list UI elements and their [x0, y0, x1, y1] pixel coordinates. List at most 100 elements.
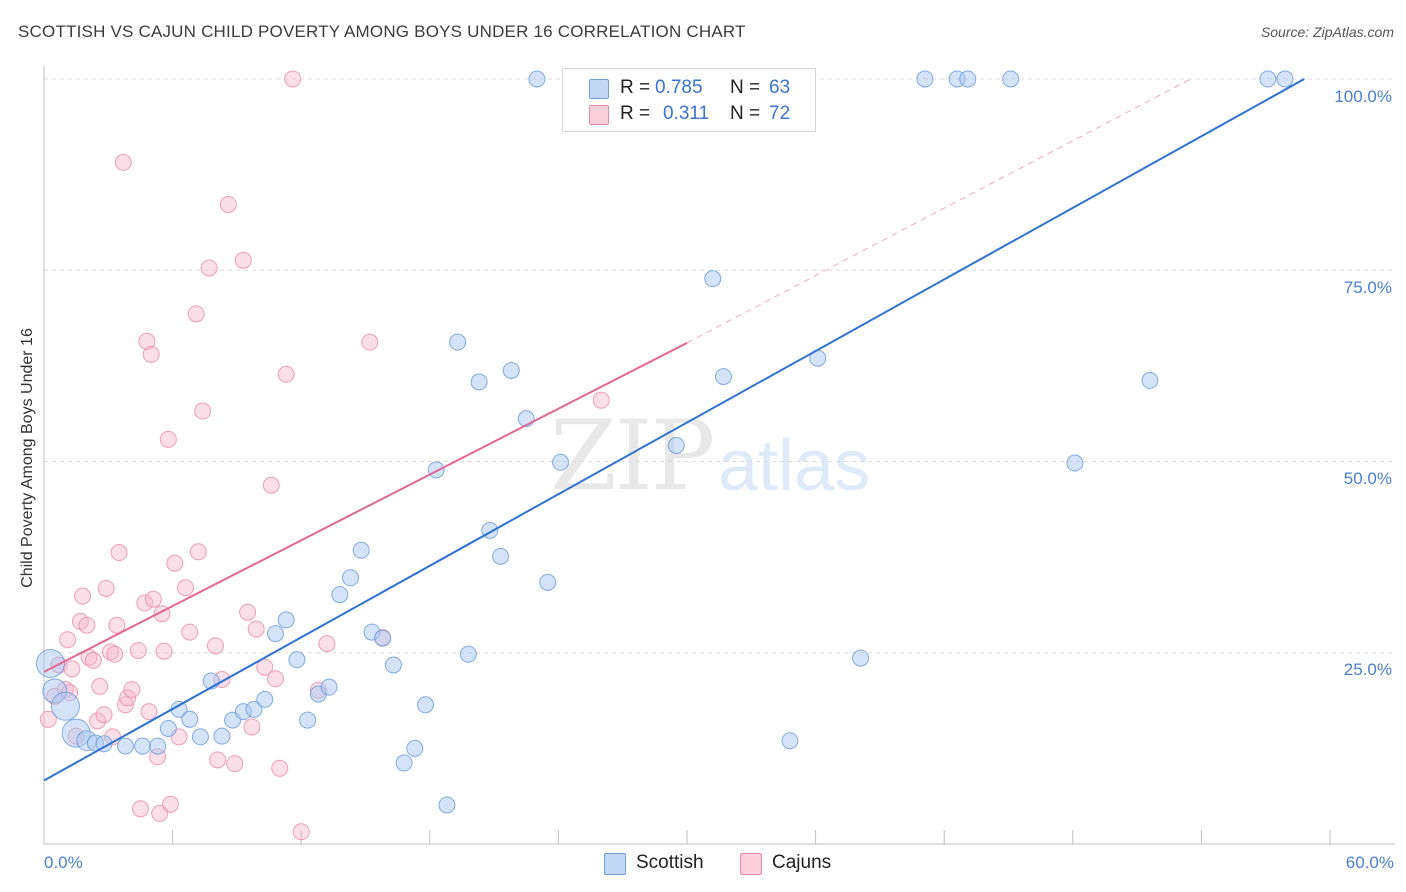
scottish-point	[288, 651, 306, 669]
legend-r-label: R =	[620, 77, 651, 98]
cajuns-point	[206, 637, 224, 655]
scottish-point	[1259, 70, 1277, 88]
cajuns-swatch	[589, 105, 609, 125]
cajuns-trend-extension	[686, 78, 1191, 344]
y-tick-label-50: 50.0%	[1343, 469, 1392, 488]
cajuns-point	[243, 718, 261, 736]
cajuns-point	[119, 689, 137, 707]
cajuns-point	[95, 706, 113, 724]
cajuns-point	[74, 587, 92, 605]
watermark-zip: ZIP	[550, 400, 715, 512]
grid-lines	[44, 78, 1395, 654]
scottish-point	[299, 711, 317, 729]
scottish-point	[781, 732, 799, 750]
y-tick-label-100: 100.0%	[1334, 87, 1392, 106]
cajuns-point	[144, 590, 162, 608]
cajuns-point	[219, 195, 237, 213]
cajuns-legend-label: Cajuns	[772, 852, 832, 873]
legend-n-label: N =	[730, 103, 761, 124]
scottish-point	[134, 737, 152, 755]
scottish-point	[1066, 454, 1084, 472]
cajuns-point	[136, 594, 154, 612]
cajuns-point	[142, 345, 160, 363]
scottish-point	[417, 696, 435, 714]
cajuns-point	[39, 710, 57, 728]
scottish-point	[459, 645, 477, 663]
scottish-point	[245, 700, 263, 718]
scottish-point	[1276, 70, 1294, 88]
scottish-point	[438, 796, 456, 814]
cajuns-point	[110, 544, 128, 562]
cajuns-point	[247, 620, 265, 638]
cajuns-point	[209, 751, 227, 769]
scottish-point	[256, 690, 274, 708]
cajuns-point	[262, 476, 280, 494]
cajuns-point	[138, 332, 156, 350]
legend-r-label: R =	[620, 103, 651, 124]
scottish-point	[406, 739, 424, 757]
legend-r-value: 0.785	[655, 77, 703, 98]
chart-title: SCOTTISH VS CAJUN CHILD POVERTY AMONG BO…	[18, 22, 746, 41]
scottish-point	[528, 70, 546, 88]
scottish-point	[181, 710, 199, 728]
scottish-point	[277, 611, 295, 629]
scottish-point	[395, 754, 413, 772]
scottish-point	[213, 727, 231, 745]
legend-n-value: 72	[769, 103, 791, 124]
scottish-point	[502, 361, 520, 379]
cajuns-point	[159, 430, 177, 448]
scottish-points	[35, 70, 1294, 814]
scottish-point	[714, 368, 732, 386]
cajuns-point	[116, 696, 134, 714]
cajuns-point	[592, 391, 610, 409]
scottish-point	[384, 656, 402, 674]
cajuns-point	[59, 631, 77, 649]
cajuns-point	[89, 712, 107, 730]
source-label: Source: ZipAtlas.com	[1260, 24, 1394, 40]
scottish-point	[492, 547, 510, 565]
scottish-point	[552, 453, 570, 471]
cajuns-point	[361, 333, 379, 351]
cajuns-point	[266, 670, 284, 688]
scottish-point	[1002, 70, 1020, 88]
cajuns-point	[161, 795, 179, 813]
cajuns-point	[226, 755, 244, 773]
cajuns-point	[234, 251, 252, 269]
scottish-point	[959, 70, 977, 88]
cajuns-legend-swatch	[740, 853, 762, 875]
cajuns-point	[84, 651, 102, 669]
cajuns-point	[194, 402, 212, 420]
cajuns-point	[123, 680, 141, 698]
cajuns-point	[277, 365, 295, 383]
cajuns-point	[155, 642, 173, 660]
axes	[43, 66, 1395, 845]
scottish-point	[116, 737, 134, 755]
cajuns-point	[63, 660, 81, 678]
cajuns-point	[318, 635, 336, 653]
scottish-point	[341, 569, 359, 587]
scottish-point	[191, 728, 209, 746]
scottish-point	[320, 678, 338, 696]
scottish-point	[470, 373, 488, 391]
cajuns-point	[181, 623, 199, 641]
scottish-point	[449, 333, 467, 351]
scottish-point	[427, 461, 445, 479]
cajuns-point	[91, 677, 109, 695]
scottish-point	[159, 719, 177, 737]
watermark-atlas: atlas	[718, 426, 871, 506]
cajuns-point	[114, 153, 132, 171]
cajuns-point	[140, 703, 158, 721]
scottish-trend-line	[43, 78, 1305, 782]
x-tick-label-max: 60.0%	[1345, 853, 1394, 872]
legend-n-label: N =	[730, 77, 761, 98]
scottish-point	[266, 625, 284, 643]
scottish-point	[374, 629, 392, 647]
cajuns-points	[39, 70, 610, 841]
scottish-point	[916, 70, 934, 88]
scottish-point	[1141, 371, 1159, 389]
cajuns-point	[284, 70, 302, 88]
cajuns-trend-line	[43, 342, 688, 673]
cajuns-point	[108, 616, 126, 634]
scottish-point	[352, 541, 370, 559]
